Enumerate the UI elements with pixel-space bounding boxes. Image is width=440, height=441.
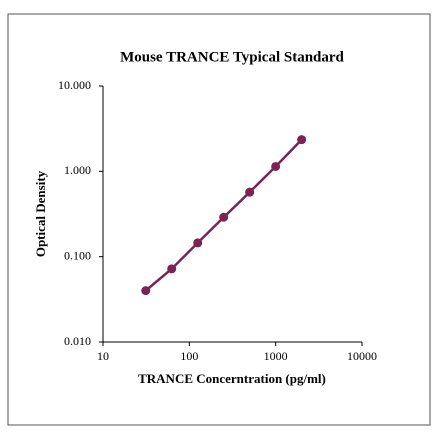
y-tick-label: 1.000 <box>64 163 91 177</box>
point <box>245 187 255 197</box>
point <box>167 264 177 274</box>
x-tick-label: 1000 <box>264 349 288 363</box>
point <box>219 212 229 222</box>
y-tick-label: 0.010 <box>64 334 91 348</box>
x-axis-title: TRANCE Concerntration (pg/ml) <box>138 371 326 386</box>
x-tick-label: 10000 <box>347 349 377 363</box>
chart-title: Mouse TRANCE Typical Standard <box>120 49 344 65</box>
x-tick-label: 10 <box>97 349 109 363</box>
frame <box>7 13 431 426</box>
y-tick-label: 10.000 <box>58 78 91 92</box>
x-tick-label: 100 <box>180 349 198 363</box>
y-axis-title: Optical Density <box>33 170 48 257</box>
y-tick-label: 0.100 <box>64 248 91 262</box>
point <box>193 238 203 248</box>
point <box>271 161 281 171</box>
point <box>141 286 151 296</box>
point <box>297 135 307 145</box>
